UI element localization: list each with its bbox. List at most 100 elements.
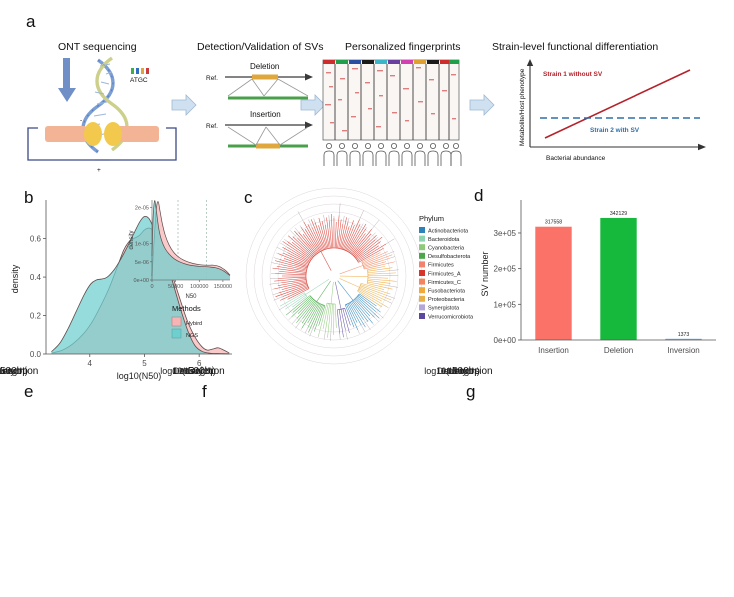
panel-c-branch bbox=[287, 288, 310, 300]
panel-c-legend-swatch bbox=[419, 287, 425, 294]
panel-c-branch bbox=[276, 265, 307, 272]
panel-d-xtick-label: Deletion bbox=[604, 346, 633, 355]
panel-d-bar-inversion bbox=[665, 338, 702, 340]
panel-b-inset-xtick-label: 50000 bbox=[168, 284, 183, 290]
panel-c-legend: Phylum Actinobacteriota Bacteroidota Cyanob… bbox=[419, 214, 474, 320]
panel-c-branch bbox=[364, 261, 394, 270]
panel-c-branch bbox=[303, 221, 321, 252]
panel-c-tip-bar bbox=[280, 242, 288, 248]
panel-c-branch bbox=[304, 229, 320, 253]
panel-d-ytick-label: 2e+05 bbox=[494, 265, 517, 274]
panel-c-branch bbox=[336, 215, 340, 249]
panel-b-inset-ylabel: density bbox=[129, 230, 135, 249]
panel-e-chart: 500bpInsertion23450.000.250.500.75log10(… bbox=[0, 366, 38, 377]
strain-title: Strain-level functional differentiation bbox=[492, 41, 658, 53]
[object Object]-xtick-label: 2 bbox=[0, 367, 3, 376]
panel-c-branch bbox=[340, 221, 349, 249]
[object Object]-xtick-label: 3 bbox=[0, 367, 3, 376]
panel-c-legend-swatch bbox=[419, 252, 425, 259]
panel-b-ytick-label: 0.2 bbox=[30, 312, 42, 321]
base-colors-icon bbox=[131, 68, 149, 74]
[object Object]-xlabel: log10(Length) bbox=[0, 366, 28, 376]
panel-c-tip-bar bbox=[272, 292, 279, 295]
panel-c-branch bbox=[301, 302, 318, 329]
panel-b-inset-ytick-label: 0e+00 bbox=[134, 278, 149, 284]
panel-c-branch bbox=[282, 241, 311, 261]
panel-c-branch bbox=[355, 297, 375, 318]
[object Object]-ytick-label: 0.0 bbox=[441, 367, 453, 376]
[object Object]-xlabel: log10(Length) bbox=[160, 366, 216, 376]
panel-c-branch bbox=[287, 252, 310, 264]
panel-c-branch bbox=[340, 309, 346, 330]
panel-c-tip-bar bbox=[278, 304, 288, 311]
panel-c-tip-bar bbox=[372, 323, 375, 325]
[object Object]-xlabel: log10(Length) bbox=[424, 366, 480, 376]
panel-c-tip-bar bbox=[386, 306, 389, 308]
panel-c-legend-label: Desulfobacterota bbox=[428, 254, 471, 260]
panel-c-branch bbox=[367, 272, 396, 275]
[object Object]-ytick-label: 0.75 bbox=[172, 367, 188, 376]
panel-d: d 317558 Insertion 342129 Deletion 1373 Inver… bbox=[466, 178, 734, 378]
panel-c-tip-bar bbox=[317, 334, 319, 338]
panel-c-branch bbox=[349, 228, 367, 253]
panel-c-legend-swatch bbox=[419, 313, 425, 319]
panel-e-label: e bbox=[24, 382, 34, 401]
panel-c-branch bbox=[326, 217, 331, 249]
panel-c-branch bbox=[296, 299, 315, 323]
[object Object]-title: Insertion bbox=[0, 366, 38, 377]
panel-c-branch bbox=[353, 299, 373, 324]
panel-c-tip-bar bbox=[269, 282, 282, 285]
[object Object]-ylabel: Density bbox=[173, 366, 204, 376]
panel-c-tip-bar bbox=[371, 219, 380, 230]
panel-c-branch bbox=[334, 222, 337, 249]
panel-d-xtick-label: Inversion bbox=[667, 346, 699, 355]
panel-c-tip-bar bbox=[294, 227, 299, 233]
panel-c-branch bbox=[338, 223, 344, 249]
panel-c-branch bbox=[279, 292, 305, 307]
panel-c-branch bbox=[279, 259, 308, 269]
electrode-plus-label: + bbox=[97, 167, 101, 174]
panel-c-branch bbox=[282, 286, 309, 297]
panel-c-legend-label: Firmicutes_A bbox=[428, 271, 461, 277]
panel-c-root-branch bbox=[337, 280, 354, 301]
panel-c-branch bbox=[308, 304, 322, 333]
panel-c-branch bbox=[360, 285, 386, 296]
panel-a-schematic: ONT sequencing bbox=[27, 41, 706, 174]
panel-c-branch bbox=[279, 271, 307, 274]
panel-b-area-ngs bbox=[51, 216, 230, 354]
panel-c-branch bbox=[330, 303, 333, 331]
[object Object]-ylabel: Density bbox=[0, 366, 16, 376]
[object Object]-ytick-label: 1.00 bbox=[172, 367, 188, 376]
panel-b-ytick-label: 0.0 bbox=[30, 350, 42, 359]
panel-b-xlabel: log10(N50) bbox=[117, 371, 162, 381]
strain1-label: Strain 1 without SV bbox=[543, 71, 603, 78]
panel-c-legend-swatch bbox=[419, 270, 425, 276]
ref-label-insertion: Ref. bbox=[206, 123, 218, 130]
panel-c-tip-bar bbox=[276, 252, 279, 254]
[object Object]-xtick-label: 5 bbox=[0, 367, 3, 376]
panel-f-label: f bbox=[202, 382, 207, 401]
panel-d-bar-insertion bbox=[535, 226, 572, 340]
panel-c-branch bbox=[352, 300, 369, 322]
panel-c-branch bbox=[334, 303, 337, 328]
panel-b-inset-area-ngs bbox=[152, 200, 230, 280]
[object Object]-ytick-label: 0.50 bbox=[172, 367, 188, 376]
panel-d-chart: 317558 Insertion 342129 Deletion 1373 Inversi… bbox=[480, 200, 716, 355]
strain-ylabel: Metabolite/Host phenotype bbox=[519, 68, 526, 146]
panel-b-inset-xlabel: N50 bbox=[185, 294, 197, 300]
panel-c-branch bbox=[358, 289, 387, 307]
panel-c-branch bbox=[338, 309, 344, 338]
electrode-minus-label: - bbox=[80, 117, 82, 124]
panel-a-label: a bbox=[26, 12, 36, 31]
panel-c-branch bbox=[283, 258, 308, 267]
panel-d-ytick-label: 0e+00 bbox=[494, 336, 517, 345]
panel-c-tip-bar bbox=[295, 318, 303, 329]
panel-b: b 4 5 6 0.0 0.2 0.4 0.6 log10(N50) density 0 5000… bbox=[0, 178, 240, 381]
panel-c-root-branch bbox=[339, 278, 360, 288]
panel-c-tree: Phylum Actinobacteriota Bacteroidota Cyanob… bbox=[245, 187, 474, 365]
panel-d-bar-deletion bbox=[600, 217, 637, 340]
panel-c-branch bbox=[278, 253, 309, 266]
panel-c-branch bbox=[313, 305, 324, 332]
panel-c-branch bbox=[311, 226, 323, 251]
panel-c-tip-bar bbox=[271, 262, 282, 265]
